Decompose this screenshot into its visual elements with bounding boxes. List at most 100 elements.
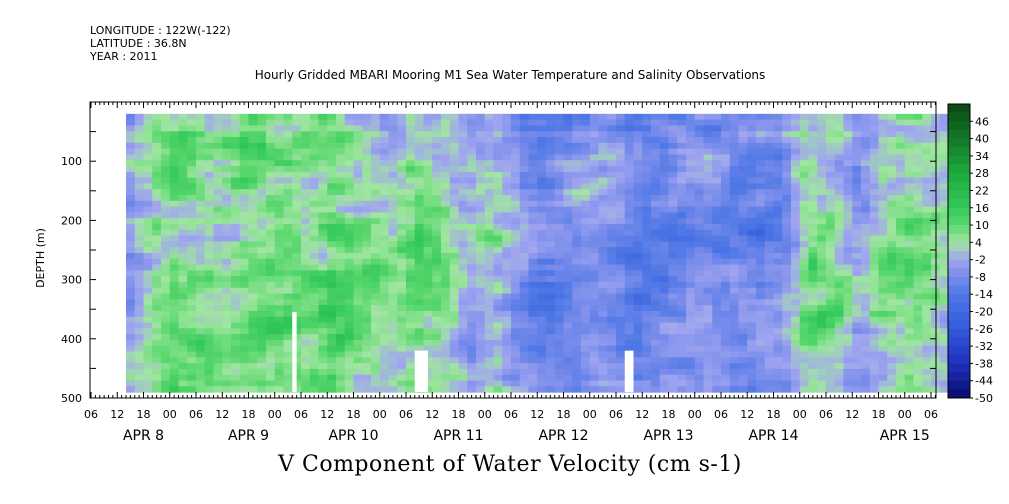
- heatmap-cell: [239, 189, 250, 196]
- heatmap-cell: [721, 189, 731, 196]
- heatmap-cell: [152, 357, 162, 364]
- heatmap-cell: [239, 293, 250, 300]
- heatmap-cell: [581, 241, 591, 248]
- heatmap-cell: [222, 166, 232, 173]
- heatmap-cell: [379, 125, 390, 132]
- heatmap-cell: [904, 305, 915, 312]
- heatmap-cell: [712, 171, 722, 179]
- heatmap-cell: [528, 212, 538, 219]
- heatmap-cell: [126, 276, 136, 283]
- heatmap-cell: [677, 148, 687, 156]
- heatmap-cell: [861, 310, 871, 318]
- heatmap-cell: [721, 241, 731, 248]
- heatmap-cell: [283, 131, 293, 138]
- heatmap-cell: [327, 351, 337, 358]
- heatmap-cell: [511, 357, 521, 364]
- heatmap-cell: [414, 183, 425, 190]
- heatmap-cell: [283, 386, 293, 393]
- heatmap-cell: [773, 264, 783, 271]
- heatmap-cell: [616, 154, 626, 161]
- heatmap-cell: [694, 345, 705, 353]
- heatmap-cell: [126, 218, 136, 225]
- heatmap-cell: [773, 229, 783, 237]
- heatmap-cell: [493, 334, 503, 341]
- heatmap-cell: [134, 334, 145, 341]
- heatmap-cell: [607, 287, 617, 295]
- heatmap-cell: [581, 351, 591, 358]
- heatmap-cell: [362, 223, 372, 231]
- heatmap-cell: [834, 252, 845, 260]
- heatmap-cell: [344, 305, 355, 312]
- heatmap-cell: [152, 252, 162, 260]
- heatmap-cell: [738, 374, 748, 382]
- heatmap-cell: [729, 200, 740, 208]
- heatmap-cell: [257, 299, 267, 306]
- heatmap-cell: [589, 299, 600, 306]
- heatmap-cell: [852, 305, 862, 312]
- heatmap-cell: [624, 189, 635, 196]
- heatmap-cell: [397, 293, 407, 300]
- heatmap-cell: [274, 177, 285, 184]
- x-day-label: APR 12: [538, 428, 588, 444]
- heatmap-cell: [791, 351, 801, 358]
- heatmap-cell: [493, 328, 503, 335]
- heatmap-cell: [231, 154, 241, 161]
- heatmap-cell: [292, 374, 302, 382]
- heatmap-cell: [239, 183, 250, 190]
- heatmap-cell: [283, 241, 293, 248]
- heatmap-cell: [808, 316, 818, 324]
- heatmap-cell: [764, 235, 775, 242]
- heatmap-cell: [204, 142, 215, 150]
- heatmap-cell: [764, 131, 775, 138]
- heatmap-cell: [169, 386, 180, 393]
- heatmap-cell: [721, 328, 731, 335]
- heatmap-cell: [799, 189, 810, 196]
- heatmap-cell: [222, 125, 232, 132]
- heatmap-cell: [624, 177, 635, 184]
- heatmap-cell: [169, 293, 180, 300]
- heatmap-cell: [257, 166, 267, 173]
- heatmap-cell: [694, 119, 705, 127]
- heatmap-cell: [318, 212, 328, 219]
- heatmap-cell: [861, 386, 871, 393]
- heatmap-cell: [458, 119, 468, 127]
- heatmap-cell: [318, 380, 328, 387]
- heatmap-cell: [484, 166, 495, 173]
- heatmap-cell: [563, 200, 573, 208]
- heatmap-cell: [659, 148, 670, 156]
- heatmap-cell: [511, 339, 521, 347]
- heatmap-cell: [537, 235, 547, 242]
- heatmap-cell: [126, 281, 136, 289]
- heatmap-cell: [694, 166, 705, 173]
- heatmap-cell: [747, 345, 757, 353]
- heatmap-cell: [843, 264, 853, 271]
- heatmap-cell: [388, 131, 398, 138]
- heatmap-cell: [721, 363, 731, 370]
- heatmap-cell: [607, 316, 617, 324]
- heatmap-cell: [169, 334, 180, 341]
- heatmap-cell: [581, 258, 591, 266]
- heatmap-cell: [353, 334, 363, 341]
- heatmap-cell: [747, 154, 757, 161]
- heatmap-cell: [274, 339, 285, 347]
- heatmap-cell: [729, 305, 740, 312]
- heatmap-cell: [826, 212, 836, 219]
- heatmap-cell: [799, 229, 810, 237]
- heatmap-cell: [266, 154, 276, 161]
- heatmap-cell: [686, 351, 696, 358]
- heatmap-cell: [318, 235, 328, 242]
- heatmap-cell: [624, 276, 635, 283]
- heatmap-cell: [668, 258, 678, 266]
- heatmap-cell: [686, 276, 696, 283]
- heatmap-cell: [528, 148, 538, 156]
- x-tick-label: 12: [110, 408, 124, 421]
- heatmap-cell: [406, 241, 416, 248]
- heatmap-cell: [791, 131, 801, 138]
- heatmap-cell: [362, 368, 372, 376]
- heatmap-cell: [248, 380, 258, 387]
- heatmap-cell: [467, 177, 477, 184]
- heatmap-cell: [196, 328, 206, 335]
- heatmap-cell: [703, 305, 713, 312]
- heatmap-cell: [896, 223, 906, 231]
- heatmap-cell: [432, 125, 442, 132]
